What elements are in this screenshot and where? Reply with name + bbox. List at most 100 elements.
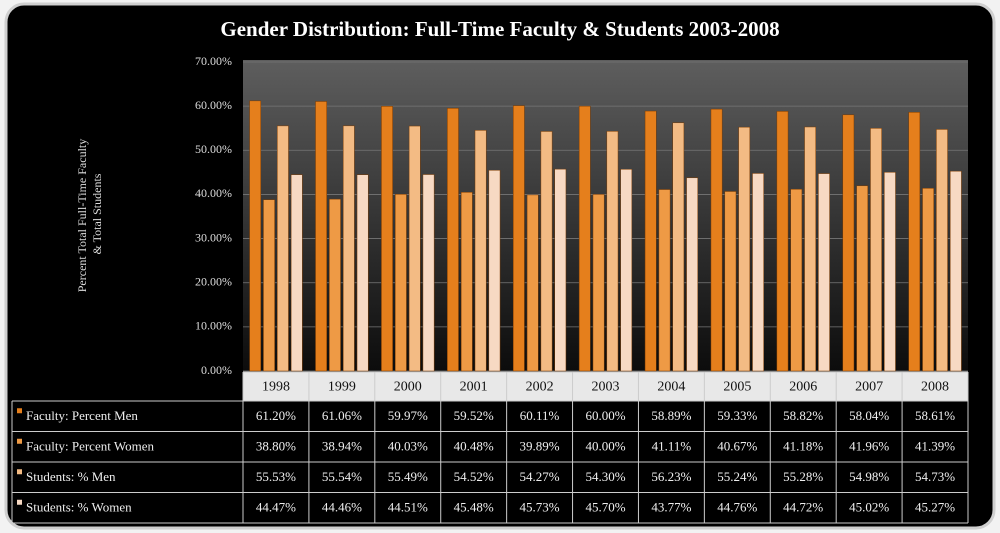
data-label: 60.00% — [585, 408, 625, 423]
bar — [554, 168, 567, 372]
x-tick-label: 2005 — [723, 380, 751, 395]
data-label: 55.24% — [717, 469, 757, 484]
data-label: 45.27% — [915, 500, 955, 515]
legend-swatch — [17, 469, 22, 475]
data-label: 41.39% — [915, 439, 955, 454]
legend-label: Students: % Men — [26, 469, 116, 484]
data-label: 55.53% — [256, 469, 296, 484]
bar — [842, 114, 855, 372]
data-label: 41.11% — [652, 439, 692, 454]
y-tick-label: 40.00% — [195, 186, 232, 200]
y-axis-label: Percent Total Full-Time Faculty & Total … — [75, 136, 104, 293]
data-label: 58.82% — [783, 408, 823, 423]
chart-title: Gender Distribution: Full-Time Faculty &… — [220, 17, 779, 41]
bar — [474, 130, 487, 372]
bar — [356, 174, 369, 372]
data-label: 45.73% — [520, 500, 560, 515]
bar — [776, 111, 789, 372]
data-label: 45.02% — [849, 500, 889, 515]
bar — [315, 101, 327, 372]
bar — [672, 122, 685, 372]
bar — [922, 188, 934, 372]
legend-label: Faculty: Percent Women — [26, 439, 154, 454]
data-label: 44.51% — [388, 500, 428, 515]
x-tick-label: 2004 — [657, 380, 685, 395]
bar — [908, 112, 921, 372]
bar — [488, 169, 501, 372]
bar — [936, 129, 948, 372]
data-label: 59.52% — [454, 408, 494, 423]
bar — [342, 125, 355, 372]
data-label: 58.04% — [849, 408, 889, 423]
data-label: 54.73% — [915, 469, 955, 484]
legend-label: Students: % Women — [26, 500, 132, 515]
data-label: 59.97% — [388, 408, 428, 423]
data-label: 61.20% — [256, 408, 296, 423]
table-header-bg — [243, 372, 968, 401]
data-label: 54.98% — [849, 469, 889, 484]
bar — [856, 185, 869, 372]
bar — [329, 198, 341, 372]
y-tick-label: 60.00% — [195, 98, 232, 112]
x-tick-label: 1999 — [328, 380, 356, 395]
legend-swatch — [17, 408, 22, 414]
bar — [249, 100, 262, 372]
bar — [592, 194, 605, 372]
bar — [381, 106, 393, 372]
data-label: 40.67% — [717, 439, 757, 454]
bar — [658, 189, 671, 372]
bar — [460, 192, 473, 372]
bar — [290, 174, 303, 372]
legend-swatch — [17, 438, 22, 444]
data-label: 41.18% — [783, 439, 823, 454]
data-label: 54.27% — [520, 469, 560, 484]
bar — [620, 169, 633, 372]
data-label: 56.23% — [651, 469, 691, 484]
bar — [578, 105, 591, 372]
data-label: 40.00% — [585, 439, 625, 454]
bar — [752, 173, 764, 372]
data-label: 40.03% — [388, 439, 428, 454]
bar — [724, 191, 737, 372]
bar — [738, 126, 751, 372]
bar — [644, 110, 657, 372]
data-label: 44.72% — [783, 500, 823, 515]
legend-swatch — [17, 499, 22, 505]
bar — [790, 188, 803, 372]
x-tick-label: 2008 — [921, 380, 949, 395]
bar — [804, 126, 817, 372]
y-tick-label: 20.00% — [195, 274, 232, 288]
bar — [884, 172, 896, 372]
data-label: 60.11% — [520, 408, 560, 423]
bar — [512, 105, 525, 372]
data-label: 41.96% — [849, 439, 889, 454]
data-label: 38.94% — [322, 439, 362, 454]
bar — [408, 125, 421, 372]
y-axis-label-line: & Total Students — [90, 173, 104, 254]
data-label: 54.30% — [585, 469, 625, 484]
x-tick-label: 1998 — [262, 380, 290, 395]
data-label: 59.33% — [717, 408, 757, 423]
x-tick-label: 2001 — [460, 380, 488, 395]
bar — [686, 177, 699, 372]
data-label: 45.70% — [585, 500, 625, 515]
data-label: 54.52% — [454, 469, 494, 484]
bar — [395, 194, 407, 372]
y-tick-label: 10.00% — [195, 319, 232, 333]
y-tick-label: 30.00% — [195, 230, 232, 244]
data-label: 58.61% — [915, 408, 955, 423]
y-tick-label: 0.00% — [201, 363, 232, 377]
data-label: 44.47% — [256, 500, 296, 515]
data-label: 61.06% — [322, 408, 362, 423]
data-label: 55.49% — [388, 469, 428, 484]
data-label: 45.48% — [454, 500, 494, 515]
data-label: 39.89% — [520, 439, 560, 454]
bar — [606, 131, 619, 372]
data-label: 38.80% — [256, 439, 296, 454]
bar — [277, 125, 289, 372]
bar — [447, 108, 459, 372]
bar — [949, 170, 962, 372]
bar — [870, 128, 882, 372]
y-tick-label: 70.00% — [195, 54, 232, 68]
